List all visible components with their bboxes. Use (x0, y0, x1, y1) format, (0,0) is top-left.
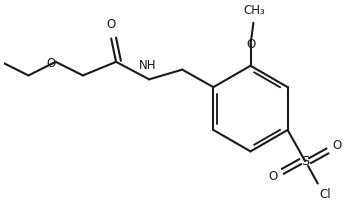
Text: O: O (46, 57, 55, 70)
Text: O: O (333, 139, 342, 152)
Text: O: O (107, 18, 116, 31)
Text: CH₃: CH₃ (244, 4, 265, 17)
Text: S: S (301, 155, 309, 168)
Text: Cl: Cl (320, 188, 331, 201)
Text: O: O (246, 38, 255, 51)
Text: NH: NH (138, 58, 156, 72)
Text: O: O (268, 170, 277, 183)
